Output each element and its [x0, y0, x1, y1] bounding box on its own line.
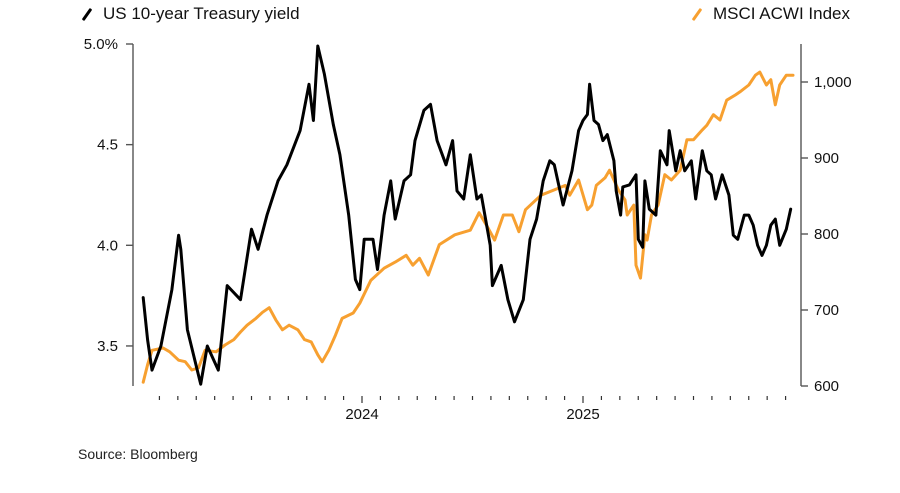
- series-line-msci-acwi: [141, 70, 795, 384]
- x-axis-ticks: 2024 2025: [158, 396, 787, 423]
- source-note: Source: Bloomberg: [78, 446, 198, 462]
- left-tick-label: 4.0: [97, 237, 118, 254]
- right-tick-label: 600: [814, 378, 839, 395]
- left-tick-label: 4.5: [97, 137, 118, 154]
- x-tick-label: 2024: [345, 406, 378, 423]
- left-axis-ticks: 3.5 4.0 4.5 5.0%: [84, 36, 133, 355]
- left-tick-label: 5.0%: [84, 36, 118, 53]
- right-tick-label: 800: [814, 226, 839, 243]
- x-tick-label: 2025: [566, 406, 599, 423]
- right-tick-label: 700: [814, 302, 839, 319]
- right-axis-ticks: 600 700 800 900 1,000: [801, 74, 852, 395]
- series-line-us-10y-yield: [141, 44, 793, 386]
- left-tick-label: 3.5: [97, 338, 118, 355]
- right-tick-label: 900: [814, 150, 839, 167]
- legend-item-acwi: MSCI ACWI Index: [690, 4, 850, 24]
- legend-label-yield: US 10-year Treasury yield: [103, 4, 300, 23]
- right-tick-label: 1,000: [814, 74, 852, 91]
- legend-item-yield: US 10-year Treasury yield: [80, 4, 300, 24]
- axes: [132, 44, 802, 386]
- series-lines: [141, 44, 795, 386]
- legend-label-acwi: MSCI ACWI Index: [713, 4, 850, 23]
